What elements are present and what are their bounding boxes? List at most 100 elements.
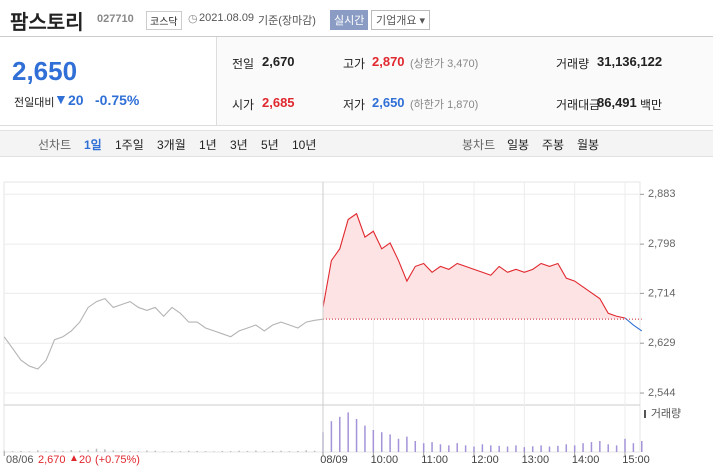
stat-value: 2,685 — [262, 95, 295, 110]
volume-bar — [364, 425, 366, 452]
y-tick-label: 2,629 — [648, 337, 676, 349]
stock-code: 027710 — [97, 13, 134, 25]
candle-tab[interactable]: 주봉 — [542, 138, 565, 152]
volume-bar — [11, 451, 14, 452]
volume-bar — [339, 416, 341, 452]
volume-bar — [70, 450, 73, 452]
stat-note: (하한가 1,870) — [410, 99, 479, 111]
volume-bar — [53, 450, 56, 452]
price-line — [3, 298, 324, 370]
volume-bar — [557, 445, 559, 452]
volume-bar — [389, 434, 391, 452]
price-line — [322, 212, 626, 319]
summary-box — [0, 36, 713, 126]
volume-bar — [62, 450, 64, 452]
clock-icon: ◷ — [188, 13, 198, 25]
x-tick-label: 14:00 — [572, 454, 600, 466]
volume-bar — [531, 446, 534, 452]
period-tab[interactable]: 1주일 — [115, 138, 144, 152]
change-pct: -0.75% — [95, 92, 140, 108]
price: 2,650 — [12, 56, 78, 86]
volume-bar — [78, 450, 81, 452]
volume-bar — [137, 451, 140, 452]
tab-label: 선차트 — [38, 138, 72, 152]
chart: 2,544 2,629 2,714 2,798 2,883 08/09 10:00 11:00… — [3, 181, 681, 466]
volume-bar — [473, 446, 475, 452]
x-tick-label: 10:00 — [371, 454, 399, 466]
volume-bar — [582, 443, 584, 452]
period-tab[interactable]: 3년 — [230, 138, 248, 152]
volume-bar — [288, 451, 291, 452]
volume-bar — [464, 445, 467, 452]
y-tick-label: 2,798 — [648, 238, 676, 250]
volume-bar — [104, 449, 106, 452]
volume-bar — [221, 450, 224, 452]
period-tab[interactable]: 10년 — [292, 138, 317, 152]
stat-label: 전일 — [232, 57, 255, 71]
volume-bar — [3, 450, 5, 452]
volume-bar — [414, 441, 417, 452]
y-tick-label: 2,883 — [648, 188, 676, 200]
volume-bar — [129, 450, 131, 452]
volume-bar — [632, 443, 635, 452]
period-tab[interactable]: 1일 — [84, 138, 102, 152]
info-dropdown[interactable]: 기업개요 ▾ — [371, 10, 431, 30]
volume-bar — [573, 445, 576, 452]
volume-bar — [305, 450, 307, 452]
period-tab[interactable]: 5년 — [261, 138, 279, 152]
x-tick-label: 15:00 — [622, 454, 650, 466]
volume-bar — [204, 451, 207, 452]
volume-bar — [372, 430, 375, 452]
volume-bar — [330, 421, 333, 452]
stat-label: 고가 — [343, 57, 366, 71]
period-tab[interactable]: 1년 — [199, 138, 217, 152]
volume-bar — [431, 442, 433, 452]
x-tick-label: 11:00 — [421, 454, 448, 466]
candle-tab[interactable]: 일봉 — [507, 138, 530, 152]
stat-label: 시가 — [232, 98, 255, 112]
volume-bar — [313, 450, 316, 452]
volume-bar — [481, 444, 484, 452]
footer-date: 08/06 — [6, 454, 34, 466]
x-tick-label: 13:00 — [522, 454, 550, 466]
volume-bar — [355, 419, 358, 452]
volume-bar — [154, 450, 156, 452]
volume-bar — [263, 451, 266, 452]
down-arrow: ▼ — [54, 91, 68, 107]
volume-bar — [380, 432, 383, 452]
footer-pct: (+0.75%) — [95, 454, 140, 466]
footer-change: 20 — [79, 454, 92, 466]
up-arrow: ▲ — [69, 453, 79, 464]
tab-label: 봉차트 — [462, 138, 496, 152]
area — [323, 213, 625, 320]
candle-tab[interactable]: 월봉 — [577, 138, 600, 152]
volume-bar — [523, 447, 526, 452]
stat-note: (상한가 3,470) — [410, 58, 479, 70]
volume-bar — [45, 451, 47, 452]
stat-value: 31,136,122 — [597, 54, 663, 69]
realtime-button[interactable]: 실시간 — [330, 10, 369, 30]
plot-frame — [3, 181, 641, 453]
stat-value: 86,491 — [597, 95, 637, 110]
date: 2021.08.09 — [199, 12, 255, 24]
volume-bar — [188, 450, 190, 452]
volume-bar — [112, 450, 115, 452]
volume-bar — [229, 451, 232, 452]
period-tab[interactable]: 3개월 — [157, 138, 186, 152]
x-tick-label: 08/09 — [320, 454, 348, 466]
volume-bar — [490, 445, 492, 452]
y-tick-label: 2,544 — [648, 387, 676, 399]
change-label: 전일대비 — [14, 97, 55, 109]
x-tick-label: 12:00 — [471, 454, 499, 466]
volume-bar — [397, 438, 400, 452]
volume-bar — [506, 446, 509, 452]
volume-bar — [498, 445, 500, 452]
volume-bar — [246, 450, 249, 452]
volume-bar — [297, 450, 299, 452]
stat-value: 2,650 — [372, 95, 405, 110]
stat-value: 2,670 — [262, 54, 295, 69]
volume-bar — [548, 446, 551, 452]
volume-label: 거래량 — [651, 407, 681, 420]
volume-bar — [406, 436, 408, 452]
volume-bar — [238, 450, 240, 452]
